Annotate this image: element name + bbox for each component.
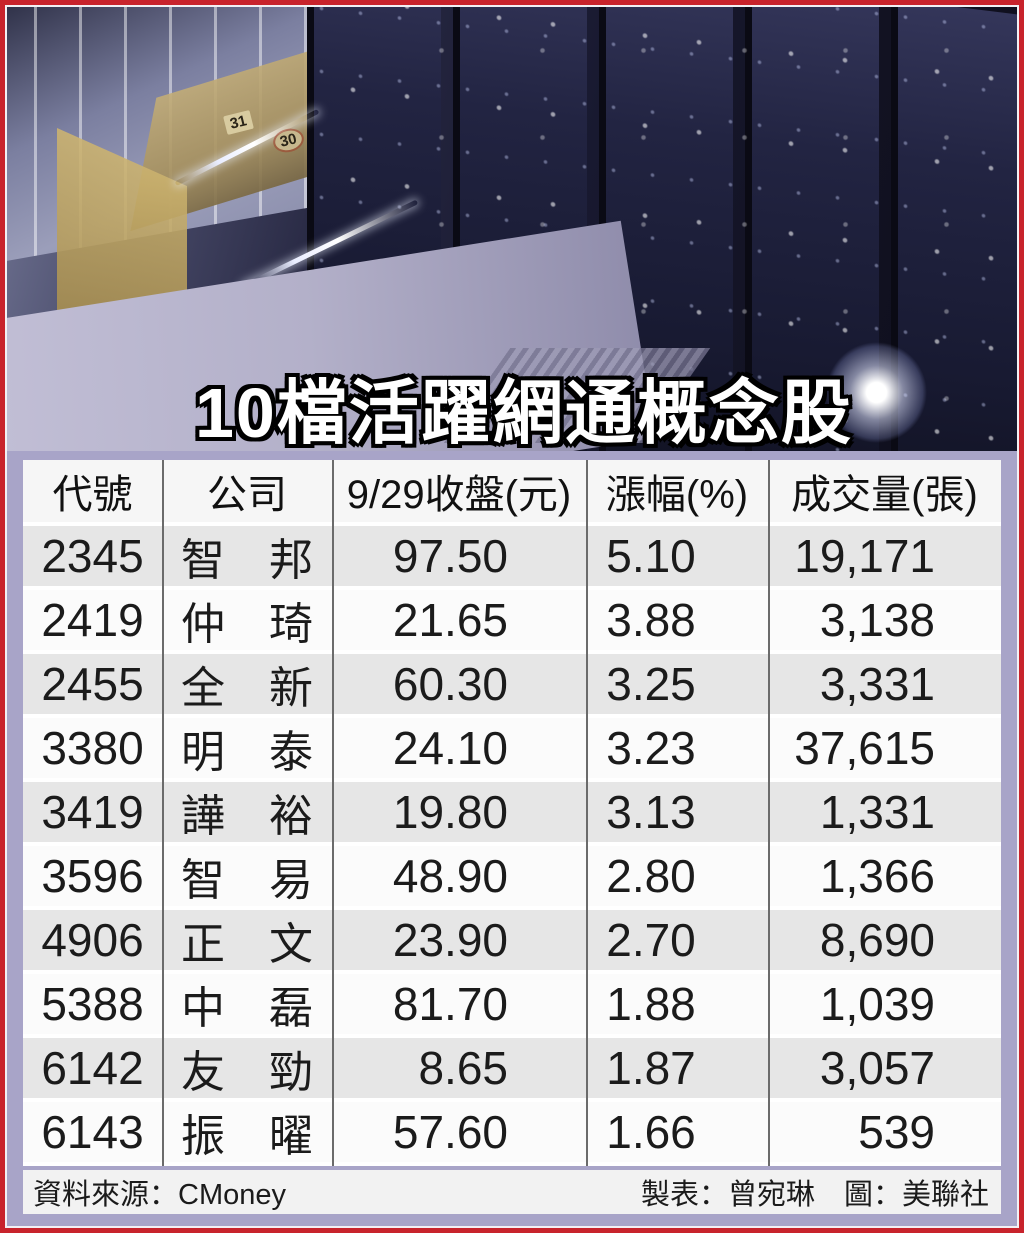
close-price: 19.80 (392, 786, 508, 838)
header-volume: 成交量(張) (791, 473, 978, 517)
company-name: 智 易 (181, 856, 313, 905)
volume: 3,331 (819, 658, 935, 710)
close-price: 8.65 (418, 1042, 508, 1094)
change-pct: 3.25 (606, 658, 696, 710)
change-pct: 3.23 (606, 722, 696, 774)
change-pct: 1.87 (606, 1042, 696, 1094)
stock-code: 5388 (41, 978, 144, 1030)
company-name: 正 文 (181, 920, 313, 969)
column-divider (768, 460, 770, 1166)
close-price: 57.60 (392, 1106, 508, 1158)
stock-code: 3596 (41, 850, 144, 902)
volume: 19,171 (794, 530, 935, 582)
table-row: 6143 振 曜 57.60 1.66 539 (23, 1102, 1001, 1166)
company-name: 譁 裕 (181, 792, 313, 841)
company-name: 友 勁 (181, 1048, 313, 1097)
column-divider (332, 460, 334, 1166)
stock-table: 代號 公司 9/29收盤(元) 漲幅(%) 成交量(張) 2345 智 邦 97… (23, 460, 1001, 1166)
table-row: 3380 明 泰 24.10 3.23 37,615 (23, 718, 1001, 782)
table-header-row: 代號 公司 9/29收盤(元) 漲幅(%) 成交量(張) (23, 460, 1001, 526)
change-pct: 3.88 (606, 594, 696, 646)
change-pct: 2.80 (606, 850, 696, 902)
stock-code: 2345 (41, 530, 144, 582)
footer-bar: 資料來源：CMoney 製表：曾宛琳 圖：美聯社 (23, 1170, 1001, 1214)
header-change: 漲幅(%) (605, 473, 749, 517)
stock-code: 6142 (41, 1042, 144, 1094)
change-pct: 1.66 (606, 1106, 696, 1158)
credit-label: 製表：曾宛琳 圖：美聯社 (640, 1179, 989, 1211)
close-price: 21.65 (392, 594, 508, 646)
change-pct: 3.13 (606, 786, 696, 838)
company-name: 全 新 (181, 664, 313, 713)
close-price: 24.10 (392, 722, 508, 774)
change-pct: 2.70 (606, 914, 696, 966)
table-row: 4906 正 文 23.90 2.70 8,690 (23, 910, 1001, 974)
bright-light-glow (819, 335, 934, 450)
close-price: 81.70 (392, 978, 508, 1030)
close-price: 60.30 (392, 658, 508, 710)
header-close: 9/29收盤(元) (346, 473, 572, 517)
table-row: 2345 智 邦 97.50 5.10 19,171 (23, 526, 1001, 590)
volume: 539 (858, 1106, 935, 1158)
table-row: 3596 智 易 48.90 2.80 1,366 (23, 846, 1001, 910)
table-row: 2419 仲 琦 21.65 3.88 3,138 (23, 590, 1001, 654)
change-pct: 5.10 (606, 530, 696, 582)
stock-code: 3380 (41, 722, 144, 774)
server-room-photo: 31 30 10檔活躍網通概念股 (7, 7, 1017, 451)
company-name: 明 泰 (181, 728, 313, 777)
volume: 1,331 (819, 786, 935, 838)
stock-code: 3419 (41, 786, 144, 838)
company-name: 振 曜 (181, 1112, 313, 1161)
header-company: 公司 (207, 473, 287, 517)
company-name: 智 邦 (181, 536, 313, 585)
close-price: 48.90 (392, 850, 508, 902)
table-row: 5388 中 磊 81.70 1.88 1,039 (23, 974, 1001, 1038)
table-section: 代號 公司 9/29收盤(元) 漲幅(%) 成交量(張) 2345 智 邦 97… (7, 451, 1017, 1226)
change-pct: 1.88 (606, 978, 696, 1030)
table-row: 2455 全 新 60.30 3.25 3,331 (23, 654, 1001, 718)
stock-code: 2455 (41, 658, 144, 710)
stock-code: 6143 (41, 1106, 144, 1158)
company-name: 中 磊 (181, 984, 313, 1033)
volume: 1,366 (819, 850, 935, 902)
stock-code: 2419 (41, 594, 144, 646)
header-code: 代號 (52, 473, 133, 517)
column-divider (586, 460, 588, 1166)
column-divider (162, 460, 164, 1166)
volume: 3,138 (819, 594, 935, 646)
stock-code: 4906 (41, 914, 144, 966)
inner-panel: 31 30 10檔活躍網通概念股 代號 公司 9/29收盤(元) 漲幅(%) 成… (5, 5, 1019, 1228)
close-price: 97.50 (392, 530, 508, 582)
data-source-label: 資料來源：CMoney (33, 1179, 286, 1211)
page-title: 10檔活躍網通概念股 (195, 374, 853, 451)
volume: 1,039 (819, 978, 935, 1030)
volume: 8,690 (819, 914, 935, 966)
volume: 3,057 (819, 1042, 935, 1094)
close-price: 23.90 (392, 914, 508, 966)
company-name: 仲 琦 (181, 600, 313, 649)
table-row: 6142 友 勁 8.65 1.87 3,057 (23, 1038, 1001, 1102)
table-row: 3419 譁 裕 19.80 3.13 1,331 (23, 782, 1001, 846)
volume: 37,615 (794, 722, 935, 774)
